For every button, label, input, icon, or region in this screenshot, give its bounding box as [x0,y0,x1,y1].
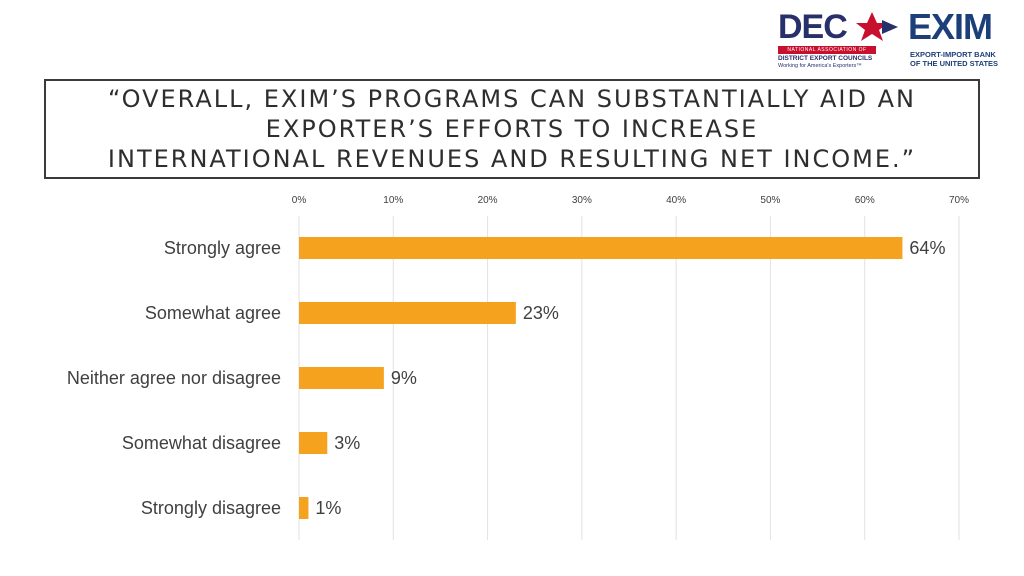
title-line: “OVERALL, EXIM’S PROGRAMS CAN SUBSTANTIA… [108,85,916,113]
title-line: EXPORTER’S EFFORTS TO INCREASE [265,115,759,143]
data-label: 23% [523,303,559,323]
exim-logo: EXIM EXPORT-IMPORT BANK OF THE UNITED ST… [908,6,1004,70]
category-label: Strongly disagree [141,498,281,518]
category-label: Strongly agree [164,238,281,258]
data-label: 64% [909,238,945,258]
data-label: 3% [334,433,360,453]
x-tick-label: 0% [292,195,307,206]
x-tick-label: 40% [666,195,686,206]
title-box: “OVERALL, EXIM’S PROGRAMS CAN SUBSTANTIA… [44,79,980,179]
bar [299,237,903,259]
dec-logo-band: NATIONAL ASSOCIATION OF [778,46,876,54]
x-tick-label: 10% [383,195,403,206]
data-label: 9% [391,368,417,388]
x-tick-label: 60% [855,195,875,206]
dec-logo-tagline: Working for America's Exporters™ [778,63,862,69]
dec-star-icon [856,12,898,41]
dec-logo: DEC NATIONAL ASSOCIATION OF DISTRICT EXP… [776,8,898,72]
bar [299,302,516,324]
data-label: 1% [315,498,341,518]
chart-title: “OVERALL, EXIM’S PROGRAMS CAN SUBSTANTIA… [108,84,916,174]
x-tick-label: 30% [572,195,592,206]
dec-logo-org: DISTRICT EXPORT COUNCILS [778,55,873,62]
exim-logo-line1: EXPORT-IMPORT BANK [910,50,996,59]
x-tick-label: 50% [760,195,780,206]
exim-logo-line2: OF THE UNITED STATES [910,59,999,68]
bar [299,432,328,454]
bar [299,497,309,519]
bar [299,367,384,389]
x-tick-label: 70% [949,195,969,206]
x-tick-label: 20% [478,195,498,206]
category-label: Somewhat disagree [122,433,281,453]
dec-logo-word: DEC [778,8,848,46]
category-label: Neither agree nor disagree [67,368,281,388]
title-line: INTERNATIONAL REVENUES AND RESULTING NET… [107,145,917,173]
category-label: Somewhat agree [145,303,281,323]
exim-logo-word: EXIM [908,6,993,47]
